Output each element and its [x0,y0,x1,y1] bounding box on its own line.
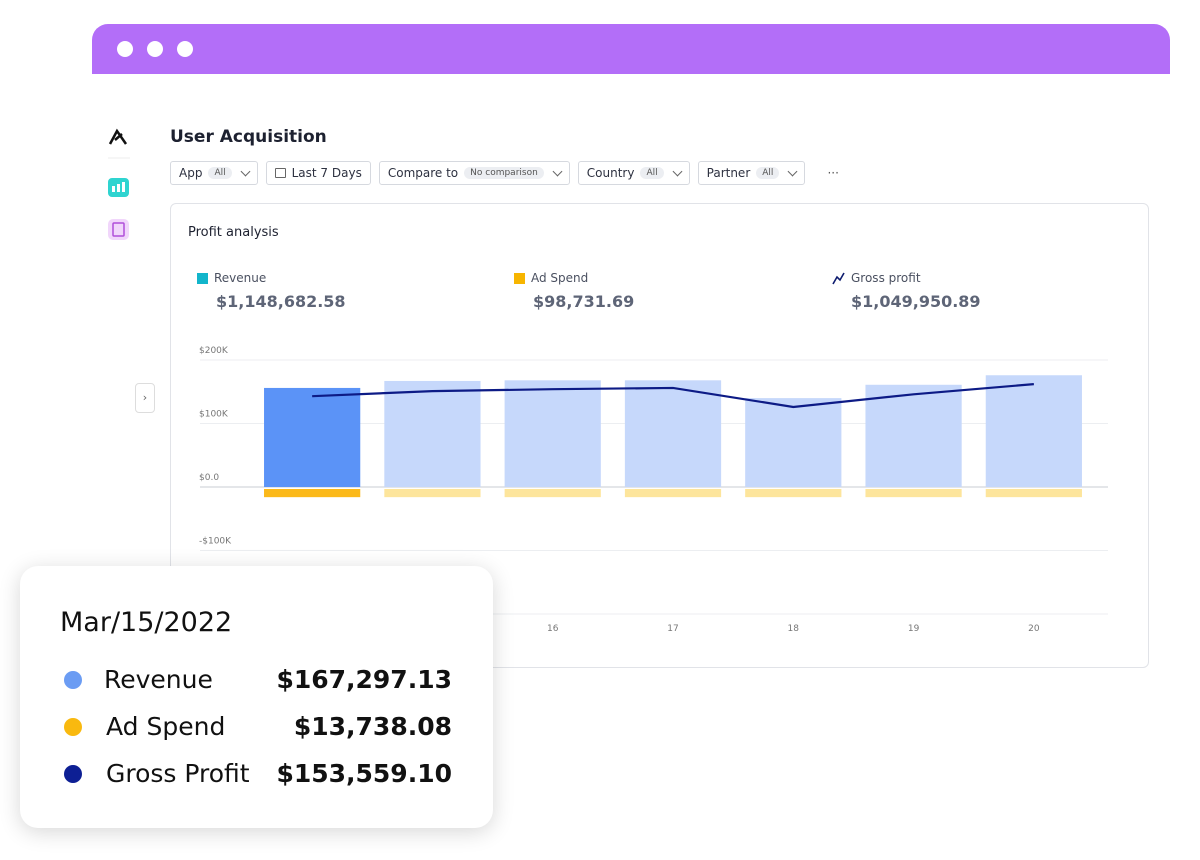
line [312,383,1034,409]
y-tick-label: -$100K [199,537,232,547]
chevron [672,166,683,176]
filter-label: Last 7 Days [291,166,362,180]
filter-label: Partner [706,166,751,180]
icon-detail [117,184,120,192]
window-dot [177,41,193,57]
filter[interactable]: Last 7 Days [265,161,371,185]
legend-total: $1,049,950.89 [851,292,981,311]
chevron [240,166,251,176]
tooltip-date: Mar/15/2022 [60,607,233,638]
browser-bar [92,24,1170,74]
filter-badge: All [640,167,664,179]
tooltip-dot [64,765,82,783]
tooltip-value: $13,738.08 [293,712,452,741]
legend-line-icon [832,272,845,284]
legend-name: Ad Spend [531,271,589,285]
tooltip-value: $153,559.10 [276,759,452,788]
legend-name: Gross profit [851,271,921,285]
page-title: User Acquisition [170,127,327,147]
collapse-button[interactable]: › [135,383,155,413]
logo[interactable] [108,128,128,145]
bar [985,489,1082,498]
legend-swatch [514,272,525,284]
calendar-icon [274,168,286,178]
tooltip-dot [64,671,82,689]
y-tick-label: $200K [199,346,229,356]
legend-name: Revenue [214,271,267,285]
window-dot [147,41,163,57]
x-tick-label: 16 [547,624,559,634]
legend-swatch [197,272,208,284]
legend-item: Revenue [197,271,266,285]
icon-path [832,272,845,284]
bar [264,489,361,498]
icon-detail [122,182,125,192]
legend-item: Gross profit [832,271,921,285]
filter-bar: App All Last 7 Days Compare to No comparison… [170,161,839,185]
bar [384,489,481,498]
report-icon[interactable] [108,219,129,240]
tooltip-value: $167,297.13 [276,665,452,694]
chart: -$100K $0.0 $100K $200K 16 17 18 19 20 [199,346,1108,634]
chevron [787,166,798,176]
bar [264,387,361,487]
bar [865,489,962,498]
bar [504,489,601,498]
tooltip [20,566,493,828]
bar [985,375,1082,487]
filter-label: Compare to [387,166,459,180]
y-tick-label: $100K [199,410,229,420]
bar [865,384,962,487]
icon-detail [112,222,125,237]
tooltip-name: Gross Profit [106,759,250,788]
x-tick-label: 18 [788,624,800,634]
tooltip-dot [64,718,82,736]
bar [624,380,722,487]
x-tick-label: 19 [908,624,920,634]
card-title: Profit analysis [188,225,279,240]
bar [745,398,842,487]
tooltip-name: Ad Spend [106,712,226,741]
window-dot [117,41,133,57]
filter-label: App [179,166,203,180]
chevron [552,166,563,176]
bar [745,489,842,498]
x-tick-label: 17 [667,624,678,634]
more-button[interactable]: ··· [827,166,839,180]
filter[interactable]: Compare to No comparison [378,161,570,185]
chart-card [170,203,1149,668]
icon-detail [112,186,115,192]
filter-badge: All [756,167,780,179]
bar [624,489,722,498]
bar [384,380,481,487]
bar [504,380,601,487]
filter[interactable]: App All [170,161,258,185]
y-tick-label: $0.0 [199,473,219,483]
filter[interactable]: Partner All [697,161,806,185]
filter-label: Country [586,166,635,180]
sidebar [108,128,130,240]
tooltip-name: Revenue [104,665,213,694]
filter-badge: No comparison [464,167,544,179]
legend-item: Ad Spend [514,271,588,285]
legend-total: $98,731.69 [533,292,635,311]
legend-total: $1,148,682.58 [216,292,346,311]
filter-badge: All [208,167,232,179]
filter[interactable]: Country All [577,161,690,185]
x-tick-label: 20 [1028,624,1040,634]
